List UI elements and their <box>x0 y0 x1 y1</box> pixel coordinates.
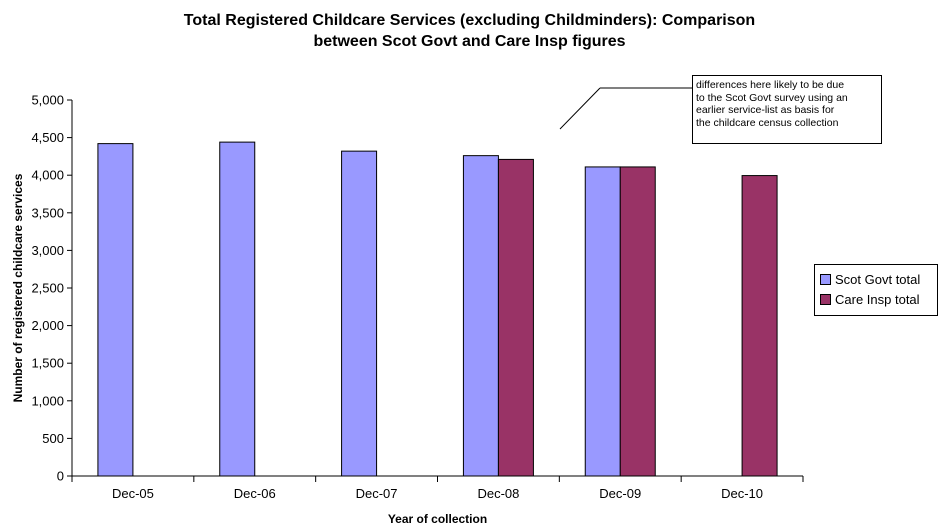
y-tick-label: 500 <box>42 431 64 446</box>
legend-swatch-scot-govt <box>820 274 831 286</box>
x-tick-label: Dec-08 <box>477 486 519 501</box>
x-tick-label: Dec-07 <box>356 486 398 501</box>
chart-title-line-1: Total Registered Childcare Services (exc… <box>183 12 756 29</box>
bar-care-insp <box>619 166 656 477</box>
y-tick-label: 3,000 <box>31 243 64 258</box>
y-axis: 0 500 1,000 1,500 2,000 2,500 3,000 3,500 4,000 4… <box>31 93 73 484</box>
legend-item-care-insp: Care Insp total <box>820 291 920 309</box>
bar-care-insp <box>741 175 778 477</box>
legend: Scot Govt total Care Insp total <box>814 264 938 316</box>
bar-scot-govt <box>219 141 256 477</box>
bar-care-insp <box>497 158 534 477</box>
legend-label-care-insp: Care Insp total <box>835 292 920 307</box>
x-axis: Dec-05 Dec-06 Dec-07 Dec-08 Dec-09 Dec-10 <box>71 475 804 501</box>
legend-item-scot-govt: Scot Govt total <box>820 271 920 289</box>
y-tick-label: 4,000 <box>31 168 64 183</box>
annotation-line-4: the childcare census collection <box>696 116 839 129</box>
bar-scot-govt <box>584 166 621 477</box>
y-tick-label: 1,000 <box>31 393 64 408</box>
x-tick-label: Dec-10 <box>721 486 763 501</box>
annotation-line-3: earlier service-list as basis for <box>696 104 835 116</box>
annotation-callout: differences here likely to be due to the… <box>692 75 882 144</box>
x-axis-label: Year of collection <box>387 512 488 526</box>
y-tick-label: 4,500 <box>31 130 64 145</box>
bars <box>97 141 778 477</box>
bar-scot-govt <box>462 155 499 477</box>
legend-swatch-care-insp <box>820 294 831 306</box>
y-axis-label: Number of registered childcare services <box>11 173 25 403</box>
annotation-line-2: to the Scot Govt survey using an <box>696 91 848 104</box>
callout-pointer-line <box>559 87 601 130</box>
x-tick-label: Dec-05 <box>112 486 154 501</box>
x-tick-label: Dec-09 <box>599 486 641 501</box>
legend-label-scot-govt: Scot Govt total <box>835 272 921 287</box>
y-tick-label: 2,000 <box>31 318 64 333</box>
y-tick-label: 5,000 <box>31 93 64 108</box>
bar-scot-govt <box>341 150 378 477</box>
chart-title: Total Registered Childcare Services (exc… <box>0 10 939 52</box>
y-tick-label: 0 <box>57 469 64 484</box>
annotation-line-1: differences here likely to be due <box>696 79 845 91</box>
bar-scot-govt <box>97 143 134 477</box>
y-tick-label: 2,500 <box>31 281 64 296</box>
y-tick-label: 3,500 <box>31 205 64 220</box>
y-tick-label: 1,500 <box>31 356 64 371</box>
chart-title-line-2: between Scot Govt and Care Insp figures <box>313 33 626 50</box>
x-tick-label: Dec-06 <box>234 486 276 501</box>
